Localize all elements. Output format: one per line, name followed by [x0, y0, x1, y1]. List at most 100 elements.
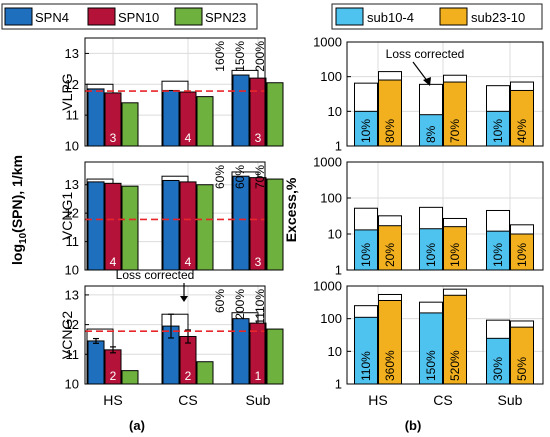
x-tick-label: CS — [433, 392, 452, 408]
y-tick-label: 100 — [320, 311, 342, 326]
subplot-b-0: 1 10 100 1000 10% 80% 8% 70% 10% 40% Loss correcte… — [313, 35, 544, 154]
excess-label: 1110% — [253, 289, 267, 325]
legend-label: SPN23 — [205, 10, 246, 25]
bar-spn4 — [162, 179, 180, 271]
caption-b: (b) — [405, 418, 422, 433]
bar-value-label: 360% — [383, 350, 397, 381]
bar-spn4 — [87, 181, 105, 271]
legend-swatch — [4, 7, 33, 26]
y-tick-label: 1000 — [313, 155, 342, 170]
x-tick-label: HS — [103, 392, 122, 408]
legend-label: SPN4 — [35, 10, 69, 25]
bar-spn4 — [162, 89, 180, 147]
y-tick-label: 12 — [65, 77, 79, 92]
sample-count: 4 — [185, 255, 192, 269]
excess-label: 60% — [213, 289, 227, 313]
bar-value-label: 520% — [448, 350, 462, 381]
sample-count: 3 — [255, 255, 262, 269]
subplot-b-2: 1 10 100 1000 110% 360% 150% 520% 30% 50% — [313, 279, 544, 392]
bar-spn23 — [121, 370, 139, 385]
excess-label: 60% — [213, 165, 227, 189]
bar-value-label: 10% — [424, 243, 438, 267]
y-tick-label: 13 — [65, 287, 79, 302]
bar-spn23 — [121, 185, 139, 271]
legend-a-box — [1, 3, 258, 30]
caption-a: (a) — [129, 418, 145, 433]
bar-spn23 — [121, 102, 139, 147]
y-tick-label: 10 — [65, 263, 79, 278]
sample-count: 4 — [185, 131, 192, 145]
ylabel-main: log — [9, 244, 25, 265]
y-tick-label: 10 — [328, 104, 342, 119]
ylabel-subscript: 10 — [18, 232, 29, 244]
legend-label: SPN10 — [118, 10, 159, 25]
legend-swatch — [439, 7, 468, 26]
excess-label: 200% — [253, 41, 267, 72]
legend-label: sub10-4 — [367, 10, 414, 25]
y-tick-label: 11 — [66, 347, 80, 362]
bar-value-label: 10% — [359, 119, 373, 143]
excess-label: 70% — [253, 165, 267, 189]
excess-label: 150% — [233, 41, 247, 72]
excess-label: 200% — [233, 289, 247, 320]
annotation-arrowhead — [180, 296, 188, 302]
y-tick-label: 10 — [328, 227, 342, 242]
panel-b-chart: sub10-4 sub23-10 Excess,% 1 10 100 1000 10% 80% 8… — [283, 3, 544, 408]
bar-spn23 — [266, 328, 284, 385]
y-tick-label: 11 — [66, 234, 80, 249]
plot-frame — [84, 285, 266, 385]
y-tick-label: 10 — [65, 377, 79, 392]
y-tick-label: 100 — [320, 69, 342, 84]
annotation-label: Loss corrected — [116, 268, 195, 282]
bar-value-label: 10% — [515, 243, 529, 267]
legend-b-box — [331, 3, 543, 30]
plot-frame — [346, 161, 544, 271]
annotation-arrow — [412, 61, 429, 83]
bar-spn23 — [266, 178, 284, 271]
bar-value-label: 110% — [359, 351, 373, 381]
ylabel-rest: (SPN), 1/km — [9, 155, 25, 233]
bar-value-label: 8% — [424, 125, 438, 143]
y-tick-label: 100 — [320, 191, 342, 206]
annotation-label: Loss corrected — [386, 47, 465, 61]
excess-label: 160% — [213, 41, 227, 72]
y-tick-label: 12 — [65, 317, 79, 332]
bar-value-label: 20% — [383, 243, 397, 267]
plot-frame — [346, 41, 544, 147]
y-tick-label: 1 — [335, 139, 342, 154]
subplot-title: VLPG — [59, 73, 75, 110]
sample-count: 2 — [110, 369, 117, 383]
x-tick-label: Sub — [246, 392, 271, 408]
sample-count: 4 — [110, 255, 117, 269]
bar-value-label: 10% — [491, 119, 505, 143]
bar-spn4 — [232, 318, 250, 385]
excess-label: 60% — [233, 165, 247, 189]
plot-frame — [346, 285, 544, 385]
y-tick-label: 12 — [65, 206, 79, 221]
sample-count: 2 — [185, 369, 192, 383]
y-tick-label: 1 — [335, 377, 342, 392]
bar-spn23 — [196, 96, 214, 147]
bar-value-label: 10% — [491, 243, 505, 267]
y-axis-label-a: log10(SPN), 1/km — [9, 155, 29, 265]
y-tick-label: 1 — [335, 263, 342, 278]
bar-spn23 — [196, 184, 214, 271]
bar-value-label: 40% — [515, 119, 529, 143]
sample-count: 3 — [110, 131, 117, 145]
subplot-title: VCNG1 — [59, 192, 75, 240]
subplot-b-1: 1 10 100 1000 10% 20% 10% 10% 10% 10% — [313, 155, 544, 278]
bar-spn23 — [266, 82, 284, 147]
subplot-a-vcng1: 10 11 12 13 4 4 3 60% 60% 70% VCNG1 — [59, 161, 284, 278]
y-tick-label: 11 — [66, 108, 80, 123]
annotation-arrowhead — [423, 77, 431, 86]
plot-frame — [84, 37, 266, 147]
bar-value-label: 30% — [491, 357, 505, 381]
y-axis-label-b: Excess,% — [283, 177, 299, 242]
sample-count: 3 — [255, 131, 262, 145]
bar-value-label: 150% — [424, 350, 438, 381]
bar-value-label: 50% — [515, 357, 529, 381]
legend-swatch — [174, 7, 203, 26]
subplot-title: VCNG2 — [59, 311, 75, 359]
bar-spn4 — [232, 74, 250, 147]
